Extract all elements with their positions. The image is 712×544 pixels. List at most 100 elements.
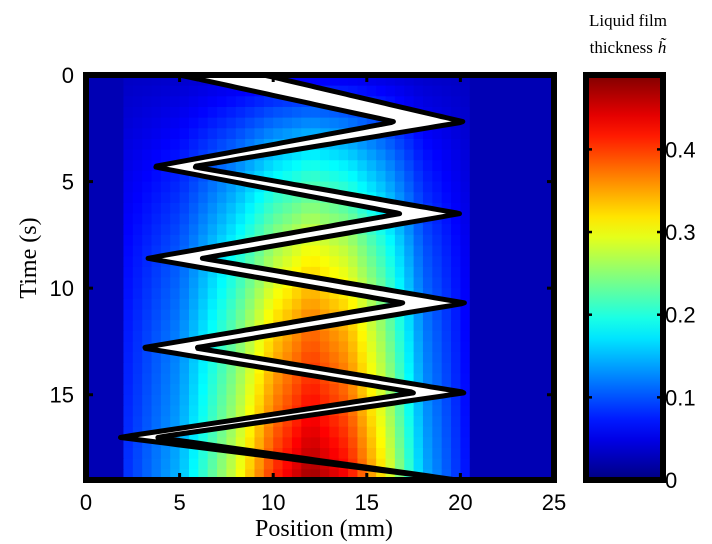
heatmap-cell [151, 405, 162, 417]
heatmap-cell [488, 277, 499, 289]
heatmap-cell [460, 373, 471, 385]
heatmap-cell [535, 245, 546, 257]
heatmap-cell [320, 288, 330, 300]
heatmap-cell [329, 288, 340, 300]
heatmap-cell [404, 320, 415, 332]
heatmap-cell [198, 181, 209, 193]
heatmap-cell [123, 352, 134, 364]
heatmap-cell [525, 458, 536, 470]
heatmap-cell [282, 170, 293, 183]
heatmap-cell [198, 192, 209, 204]
heatmap-cell [104, 416, 115, 428]
heatmap-cell [217, 202, 227, 215]
heatmap-cell [123, 245, 134, 257]
heatmap-cell [394, 170, 405, 183]
heatmap-cell [95, 309, 106, 321]
heatmap-cell [338, 138, 349, 151]
heatmap-cell [432, 192, 443, 204]
heatmap-cell [160, 288, 171, 300]
heatmap-cell [310, 202, 321, 215]
heatmap-cell [170, 458, 181, 470]
heatmap-cell [142, 288, 153, 300]
heatmap-cell [338, 448, 349, 460]
heatmap-cell [160, 405, 171, 417]
heatmap-cell [497, 85, 508, 97]
heatmap-cell [516, 256, 527, 268]
heatmap-cell [198, 85, 209, 97]
heatmap-cell [245, 394, 256, 406]
heatmap-cell [460, 426, 471, 438]
heatmap-cell [413, 75, 424, 87]
heatmap-cell [404, 362, 415, 375]
heatmap-cell [329, 256, 340, 268]
heatmap-cell [460, 138, 471, 151]
heatmap-cell [525, 138, 536, 151]
heatmap-cell [132, 405, 143, 417]
heatmap-cell [142, 117, 153, 129]
heatmap-cell [535, 128, 546, 140]
heatmap-cell [525, 128, 536, 140]
heatmap-cell [460, 192, 471, 204]
heatmap-cell [226, 469, 237, 481]
heatmap-cell [254, 224, 265, 236]
heatmap-cell [525, 437, 536, 449]
heatmap-cell [432, 96, 443, 108]
heatmap-cell [86, 181, 96, 193]
heatmap-cell [179, 298, 190, 311]
heatmap-cell [273, 469, 284, 481]
heatmap-cell [441, 309, 452, 321]
heatmap-cell [497, 149, 508, 161]
heatmap-cell [151, 75, 162, 87]
heatmap-cell [104, 224, 115, 236]
heatmap-cell [432, 128, 443, 140]
heatmap-cell [348, 362, 359, 375]
heatmap-cell [263, 298, 274, 311]
heatmap-cell [497, 298, 508, 311]
heatmap-cell [413, 138, 424, 151]
heatmap-cell [207, 384, 218, 396]
heatmap-cell [226, 181, 237, 193]
heatmap-cell [413, 149, 424, 161]
heatmap-cell [441, 448, 452, 460]
heatmap-cell [273, 224, 284, 236]
heatmap-cell [329, 426, 340, 438]
heatmap-cell [226, 202, 237, 215]
heatmap-cell [151, 181, 162, 193]
heatmap-cell [357, 448, 368, 460]
heatmap-cell [95, 362, 106, 375]
heatmap-cell [422, 352, 433, 364]
heatmap-cell [394, 416, 405, 428]
heatmap-cell [114, 458, 125, 470]
heatmap-cell [441, 75, 452, 87]
heatmap-cell [544, 245, 555, 257]
heatmap-cell [451, 320, 461, 332]
heatmap-cell [226, 405, 237, 417]
heatmap-cell [525, 202, 536, 215]
heatmap-cell [245, 458, 256, 470]
heatmap-cell [348, 384, 359, 396]
heatmap-cell [404, 192, 415, 204]
heatmap-cell [245, 341, 256, 353]
heatmap-cell [366, 352, 377, 364]
heatmap-cell [198, 96, 209, 108]
heatmap-cell [366, 405, 377, 417]
heatmap-cell [179, 288, 190, 300]
heatmap-cell [488, 234, 499, 247]
heatmap-cell [226, 437, 237, 449]
heatmap-cell [451, 138, 461, 151]
heatmap-cell [170, 352, 181, 364]
heatmap-cell [394, 149, 405, 161]
heatmap-cell [497, 437, 508, 449]
heatmap-cell [179, 469, 190, 481]
heatmap-cell [320, 437, 330, 449]
heatmap-cell [385, 437, 396, 449]
heatmap-cell [376, 160, 387, 172]
heatmap-cell [282, 256, 293, 268]
heatmap-cell [469, 373, 480, 385]
heatmap-cell [104, 426, 115, 438]
heatmap-cell [123, 458, 134, 470]
heatmap-cell [535, 330, 546, 343]
heatmap-cell [114, 85, 125, 97]
heatmap-cell [488, 330, 499, 343]
heatmap-cell [114, 202, 125, 215]
